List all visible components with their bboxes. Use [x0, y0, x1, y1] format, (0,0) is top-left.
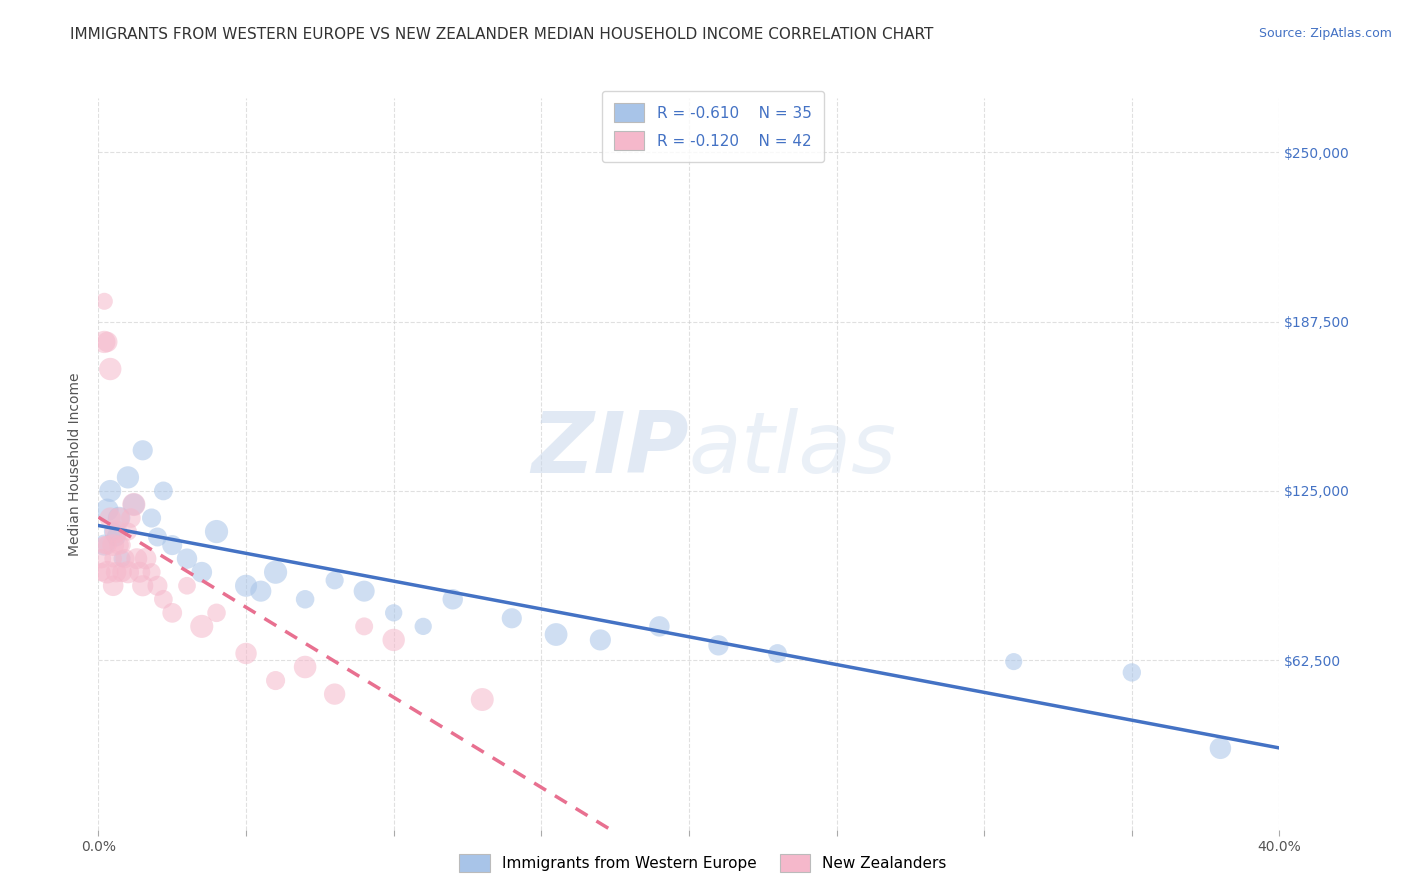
- Point: [117, 470, 139, 484]
- Point: [93, 538, 115, 552]
- Point: [103, 538, 125, 552]
- Point: [117, 524, 139, 539]
- Point: [766, 647, 789, 661]
- Text: Source: ZipAtlas.com: Source: ZipAtlas.com: [1258, 27, 1392, 40]
- Point: [98, 483, 121, 498]
- Point: [205, 524, 228, 539]
- Point: [96, 503, 118, 517]
- Point: [191, 619, 214, 633]
- Point: [250, 584, 273, 599]
- Legend: Immigrants from Western Europe, New Zealanders: Immigrants from Western Europe, New Zeal…: [451, 846, 955, 880]
- Point: [93, 294, 115, 309]
- Point: [176, 579, 198, 593]
- Point: [108, 511, 131, 525]
- Point: [117, 565, 139, 579]
- Point: [323, 687, 346, 701]
- Point: [441, 592, 464, 607]
- Y-axis label: Median Household Income: Median Household Income: [69, 372, 83, 556]
- Point: [90, 551, 112, 566]
- Point: [235, 647, 257, 661]
- Point: [264, 673, 287, 688]
- Point: [108, 538, 131, 552]
- Point: [501, 611, 523, 625]
- Point: [132, 443, 155, 458]
- Point: [122, 498, 145, 512]
- Point: [294, 660, 316, 674]
- Point: [707, 638, 730, 652]
- Point: [98, 511, 121, 525]
- Text: IMMIGRANTS FROM WESTERN EUROPE VS NEW ZEALANDER MEDIAN HOUSEHOLD INCOME CORRELAT: IMMIGRANTS FROM WESTERN EUROPE VS NEW ZE…: [70, 27, 934, 42]
- Point: [264, 565, 287, 579]
- Point: [235, 579, 257, 593]
- Point: [1002, 655, 1025, 669]
- Point: [146, 530, 169, 544]
- Point: [323, 574, 346, 588]
- Point: [132, 579, 155, 593]
- Point: [205, 606, 228, 620]
- Point: [152, 483, 174, 498]
- Text: ZIP: ZIP: [531, 408, 689, 491]
- Point: [471, 692, 494, 706]
- Point: [353, 584, 375, 599]
- Point: [141, 511, 163, 525]
- Point: [1209, 741, 1232, 756]
- Point: [93, 538, 115, 552]
- Point: [114, 551, 136, 566]
- Text: atlas: atlas: [689, 408, 897, 491]
- Point: [125, 551, 148, 566]
- Point: [412, 619, 434, 633]
- Point: [103, 524, 125, 539]
- Point: [648, 619, 671, 633]
- Point: [105, 530, 128, 544]
- Point: [103, 551, 125, 566]
- Point: [90, 565, 112, 579]
- Point: [1121, 665, 1143, 680]
- Point: [128, 565, 150, 579]
- Point: [120, 511, 142, 525]
- Point: [105, 565, 128, 579]
- Point: [176, 551, 198, 566]
- Point: [353, 619, 375, 633]
- Point: [98, 362, 121, 376]
- Point: [93, 334, 115, 349]
- Point: [135, 551, 157, 566]
- Legend: R = -0.610    N = 35, R = -0.120    N = 42: R = -0.610 N = 35, R = -0.120 N = 42: [602, 91, 824, 162]
- Point: [382, 632, 405, 647]
- Point: [146, 579, 169, 593]
- Point: [111, 565, 134, 579]
- Point: [108, 511, 131, 525]
- Point: [162, 538, 183, 552]
- Point: [111, 551, 134, 566]
- Point: [589, 632, 612, 647]
- Point: [191, 565, 214, 579]
- Point: [96, 334, 118, 349]
- Point: [111, 538, 134, 552]
- Point: [141, 565, 163, 579]
- Point: [382, 606, 405, 620]
- Point: [103, 579, 125, 593]
- Point: [546, 627, 568, 641]
- Point: [105, 524, 128, 539]
- Point: [152, 592, 174, 607]
- Point: [96, 565, 118, 579]
- Point: [294, 592, 316, 607]
- Point: [122, 498, 145, 512]
- Point: [96, 538, 118, 552]
- Point: [162, 606, 183, 620]
